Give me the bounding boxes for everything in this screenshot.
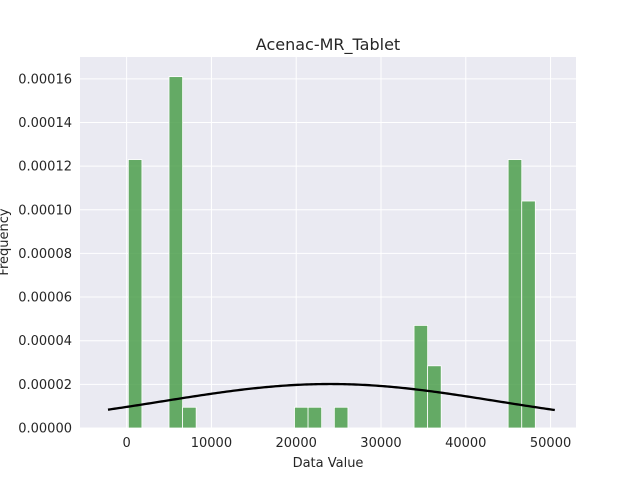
histogram-bar-1	[168, 76, 183, 429]
tick-labels: 0 10000 20000 30000 40000 50000 0.00000 0.00002…	[18, 72, 571, 451]
y-tick-label-0: 0.00000	[18, 422, 72, 437]
x-tick-label-2: 20000	[276, 436, 317, 451]
x-tick-label-5: 50000	[530, 436, 571, 451]
histogram-bar-9	[521, 200, 536, 429]
chart-title: Acenac-MR_Tablet	[256, 35, 400, 55]
y-tick-label-1: 0.00002	[18, 378, 72, 393]
x-axis-label: Data Value	[293, 456, 364, 471]
x-tick-label-0: 0	[122, 436, 130, 451]
y-tick-label-3: 0.00006	[18, 291, 72, 306]
histogram-bar-5	[333, 406, 349, 429]
y-axis-label: Frequency	[0, 208, 12, 275]
density-curve	[107, 382, 555, 412]
histogram-bar-7	[427, 365, 442, 429]
histogram-bars	[127, 76, 536, 429]
x-tick-label-4: 40000	[445, 436, 486, 451]
x-tick-label-1: 10000	[191, 436, 232, 451]
histogram-bar-8	[507, 159, 523, 429]
plot-area	[80, 57, 576, 428]
histogram-bar-6	[413, 325, 429, 429]
grid-lines	[80, 57, 576, 429]
x-tick-label-3: 30000	[360, 436, 401, 451]
y-tick-label-6: 0.00012	[18, 160, 72, 175]
histogram-bar-3	[294, 406, 309, 429]
y-tick-label-4: 0.00008	[18, 247, 72, 262]
histogram-bar-2	[182, 406, 197, 429]
y-tick-label-5: 0.00010	[18, 203, 72, 218]
y-tick-label-8: 0.00016	[18, 72, 72, 87]
histogram-bar-4	[307, 406, 323, 429]
y-tick-label-7: 0.00014	[18, 116, 72, 131]
histogram-bar-0	[127, 159, 143, 429]
y-tick-label-2: 0.00004	[18, 334, 72, 349]
